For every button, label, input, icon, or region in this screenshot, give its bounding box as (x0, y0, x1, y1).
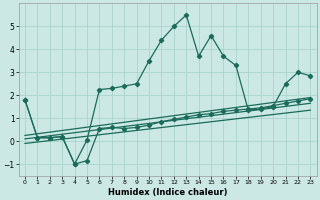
X-axis label: Humidex (Indice chaleur): Humidex (Indice chaleur) (108, 188, 228, 197)
